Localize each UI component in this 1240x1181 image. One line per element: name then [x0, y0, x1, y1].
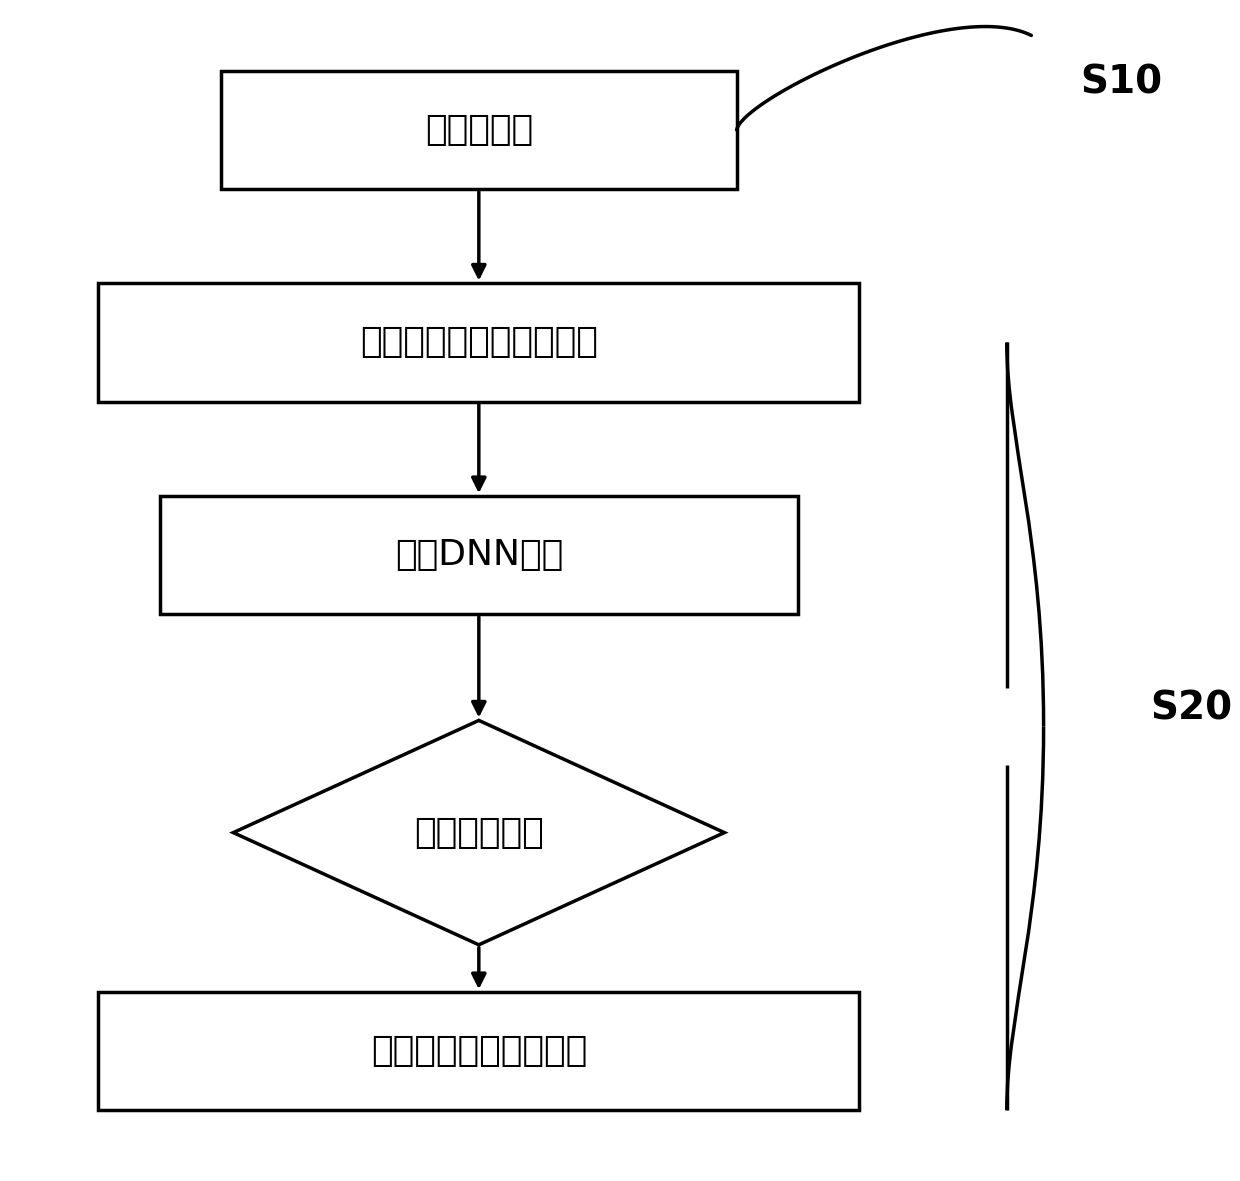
FancyBboxPatch shape	[221, 71, 737, 189]
Text: S20: S20	[1149, 690, 1233, 727]
Text: 训练DNN网络: 训练DNN网络	[394, 539, 563, 572]
FancyBboxPatch shape	[160, 496, 799, 614]
Text: 最终得到训练好的模型: 最终得到训练好的模型	[371, 1035, 587, 1068]
Text: S10: S10	[1080, 64, 1163, 102]
Text: 选择训练数据与检测数据: 选择训练数据与检测数据	[360, 326, 598, 359]
FancyBboxPatch shape	[98, 992, 859, 1110]
Polygon shape	[233, 720, 724, 945]
Text: 数据预处理: 数据预处理	[425, 113, 533, 146]
Text: 训练结束条件: 训练结束条件	[414, 816, 543, 849]
FancyBboxPatch shape	[98, 283, 859, 402]
